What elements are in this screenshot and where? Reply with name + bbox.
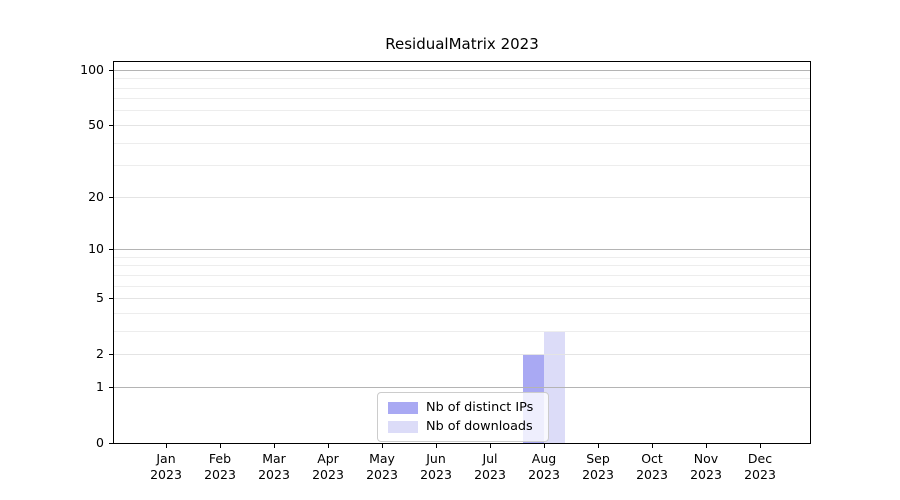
- major-gridline: [114, 69, 810, 71]
- minor-gridline: [114, 78, 810, 80]
- major-gridline: [114, 386, 810, 388]
- x-tick-label: Oct 2023: [636, 451, 668, 482]
- y-tick-label: 20: [88, 188, 104, 204]
- x-tick-mark: [436, 443, 437, 448]
- minor-gridline: [114, 165, 810, 167]
- major-gridline: [114, 249, 810, 250]
- minor-gridline: [114, 265, 810, 267]
- y-tick-label: 100: [80, 61, 104, 77]
- y-tick-label: 10: [88, 241, 104, 256]
- minor-gridline: [114, 312, 810, 314]
- minor-gridline: [114, 87, 810, 89]
- minor-gridline: [114, 274, 810, 276]
- y-tick-mark: [109, 298, 114, 299]
- y-tick-mark: [109, 69, 114, 71]
- x-tick-mark: [706, 443, 707, 448]
- x-tick-mark: [652, 443, 653, 448]
- x-tick-mark: [328, 443, 329, 448]
- legend-item-downloads: Nb of downloads: [386, 417, 540, 436]
- x-tick-mark: [760, 443, 761, 448]
- y-tick-mark: [109, 249, 114, 250]
- x-tick-mark: [274, 443, 275, 448]
- y-tick-label: 2: [96, 346, 104, 362]
- x-tick-mark: [544, 443, 545, 448]
- x-tick-label: Nov 2023: [690, 451, 722, 482]
- x-tick-mark: [166, 443, 167, 448]
- x-tick-label: Feb 2023: [204, 451, 236, 482]
- minor-gridline: [114, 110, 810, 112]
- gridline: [114, 298, 810, 299]
- x-tick-label: Mar 2023: [258, 451, 290, 482]
- y-tick-mark: [109, 386, 114, 388]
- x-tick-label: Jan 2023: [150, 451, 182, 482]
- legend-swatch-downloads: [388, 420, 418, 433]
- y-tick-mark: [109, 443, 114, 444]
- x-tick-mark: [220, 443, 221, 448]
- x-tick-label: May 2023: [366, 451, 398, 482]
- x-tick-label: Jun 2023: [420, 451, 452, 482]
- x-tick-label: Apr 2023: [312, 451, 344, 482]
- minor-gridline: [114, 256, 810, 258]
- x-tick-mark: [382, 443, 383, 448]
- legend-label-distinct-ips: Nb of distinct IPs: [426, 400, 534, 415]
- chart-title: ResidualMatrix 2023: [385, 35, 539, 53]
- legend-label-downloads: Nb of downloads: [426, 419, 533, 434]
- y-tick-mark: [109, 124, 114, 126]
- minor-gridline: [114, 142, 810, 144]
- y-tick-label: 0: [96, 435, 104, 450]
- minor-gridline: [114, 285, 810, 287]
- x-tick-mark: [490, 443, 491, 448]
- minor-gridline: [114, 330, 810, 332]
- y-tick-mark: [109, 354, 114, 356]
- x-tick-label: Sep 2023: [582, 451, 614, 482]
- gridline: [114, 124, 810, 126]
- minor-gridline: [114, 98, 810, 100]
- y-tick-mark: [109, 196, 114, 198]
- legend-swatch-distinct-ips: [388, 401, 418, 414]
- x-tick-label: Jul 2023: [474, 451, 506, 482]
- y-tick-label: 50: [88, 116, 104, 132]
- legend: Nb of distinct IPs Nb of downloads: [377, 392, 549, 442]
- y-tick-label: 1: [96, 378, 104, 394]
- gridline: [114, 354, 810, 356]
- x-tick-label: Dec 2023: [744, 451, 776, 482]
- gridline: [114, 196, 810, 198]
- x-tick-mark: [598, 443, 599, 448]
- y-tick-label: 5: [96, 290, 104, 305]
- x-tick-label: Aug 2023: [528, 451, 560, 482]
- legend-item-distinct-ips: Nb of distinct IPs: [386, 398, 540, 417]
